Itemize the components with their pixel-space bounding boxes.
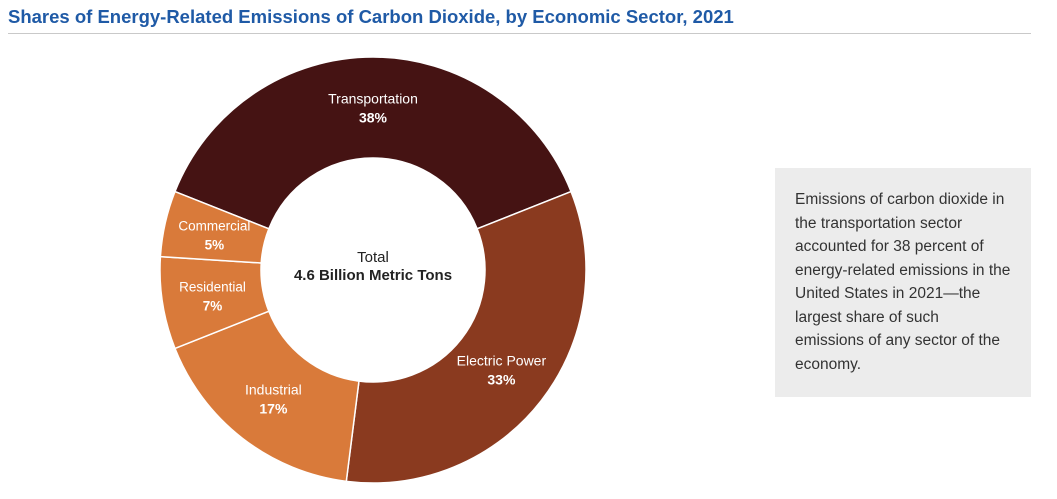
info-note: Emissions of carbon dioxide in the trans… [775, 168, 1031, 397]
center-total-value: 4.6 Billion Metric Tons [294, 267, 452, 284]
slice-value-industrial: 17% [259, 400, 288, 416]
slice-label-industrial: Industrial [245, 381, 302, 397]
slice-industrial [173, 310, 360, 483]
slice-value-residential: 7% [203, 298, 223, 313]
slice-value-transportation: 38% [359, 110, 388, 126]
slice-label-transportation: Transportation [328, 91, 418, 107]
center-total-label: Total [357, 249, 389, 266]
slice-label-commercial: Commercial [178, 219, 250, 234]
slice-value-electric-power: 33% [487, 372, 516, 388]
title-divider [8, 33, 1031, 34]
slice-label-electric-power: Electric Power [457, 353, 547, 369]
slice-label-residential: Residential [179, 279, 246, 294]
chart-title: Shares of Energy-Related Emissions of Ca… [8, 6, 734, 27]
slice-commercial [159, 190, 270, 264]
slice-transportation [173, 56, 573, 230]
slice-electric-power [345, 190, 587, 484]
slice-value-commercial: 5% [205, 238, 225, 253]
